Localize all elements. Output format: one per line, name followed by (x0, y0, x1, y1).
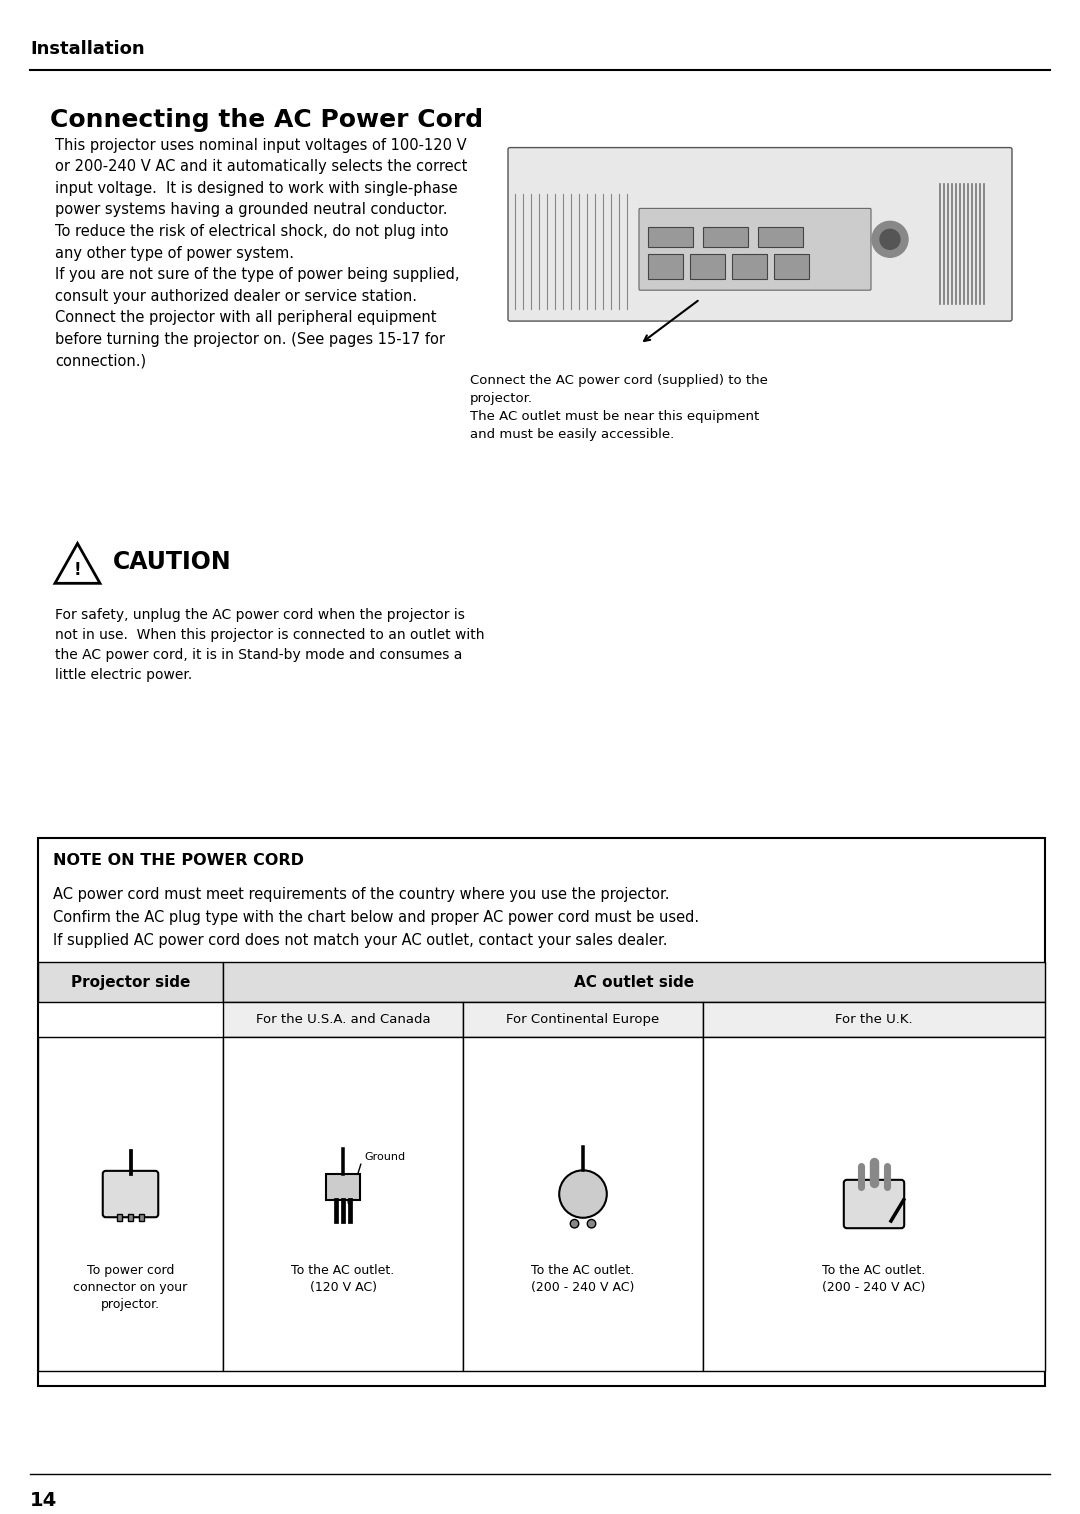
Text: NOTE ON THE POWER CORD: NOTE ON THE POWER CORD (53, 852, 303, 868)
Circle shape (880, 229, 900, 250)
Bar (690, 254, 725, 279)
Polygon shape (326, 1173, 360, 1199)
Bar (463, 1002, 703, 1037)
Circle shape (872, 221, 908, 257)
Text: To the AC outlet.
(200 - 240 V AC): To the AC outlet. (200 - 240 V AC) (822, 1264, 926, 1294)
Bar (117, 1214, 122, 1222)
Bar (703, 1037, 1045, 1372)
FancyBboxPatch shape (38, 837, 1045, 1385)
FancyBboxPatch shape (843, 1179, 904, 1228)
Text: CAUTION: CAUTION (113, 551, 231, 574)
Text: For the U.S.A. and Canada: For the U.S.A. and Canada (256, 1013, 430, 1026)
Bar (703, 1002, 1045, 1037)
Text: To power cord
connector on your
projector.: To power cord connector on your projecto… (73, 1264, 188, 1311)
FancyBboxPatch shape (639, 209, 870, 291)
Text: To the AC outlet.
(200 - 240 V AC): To the AC outlet. (200 - 240 V AC) (531, 1264, 635, 1294)
Text: !: ! (73, 562, 81, 580)
Text: Connect the AC power cord (supplied) to the
projector.
The AC outlet must be nea: Connect the AC power cord (supplied) to … (470, 374, 768, 441)
Bar (138, 1214, 144, 1222)
Text: This projector uses nominal input voltages of 100-120 V
or 200-240 V AC and it a: This projector uses nominal input voltag… (55, 138, 468, 368)
Text: Projector side: Projector side (71, 975, 190, 990)
Bar (648, 227, 693, 247)
Text: For safety, unplug the AC power cord when the projector is
not in use.  When thi: For safety, unplug the AC power cord whe… (55, 609, 485, 683)
Bar (648, 254, 683, 279)
Text: For the U.K.: For the U.K. (835, 1013, 913, 1026)
Text: AC outlet side: AC outlet side (573, 975, 694, 990)
Text: Installation: Installation (30, 39, 145, 58)
Bar (463, 1037, 703, 1372)
Bar (222, 1037, 463, 1372)
Text: To the AC outlet.
(120 V AC): To the AC outlet. (120 V AC) (292, 1264, 394, 1294)
Text: If supplied AC power cord does not match your AC outlet, contact your sales deal: If supplied AC power cord does not match… (53, 933, 667, 948)
Text: Connecting the AC Power Cord: Connecting the AC Power Cord (50, 107, 483, 132)
Polygon shape (55, 544, 100, 583)
Bar (222, 1002, 463, 1037)
Bar (732, 254, 767, 279)
Bar (222, 963, 1045, 1002)
Text: AC power cord must meet requirements of the country where you use the projector.: AC power cord must meet requirements of … (53, 887, 670, 902)
Circle shape (570, 1219, 579, 1228)
Circle shape (559, 1170, 607, 1217)
Bar (703, 227, 748, 247)
Text: 14: 14 (30, 1491, 57, 1509)
Text: Ground: Ground (364, 1152, 405, 1163)
Text: Confirm the AC plug type with the chart below and proper AC power cord must be u: Confirm the AC plug type with the chart … (53, 910, 699, 925)
FancyBboxPatch shape (508, 147, 1012, 321)
Bar (127, 1214, 133, 1222)
Text: For Continental Europe: For Continental Europe (507, 1013, 660, 1026)
Bar (38, 1037, 222, 1372)
Circle shape (588, 1219, 596, 1228)
FancyBboxPatch shape (103, 1170, 159, 1217)
Bar (758, 227, 804, 247)
Bar (774, 254, 809, 279)
Bar (38, 963, 222, 1002)
